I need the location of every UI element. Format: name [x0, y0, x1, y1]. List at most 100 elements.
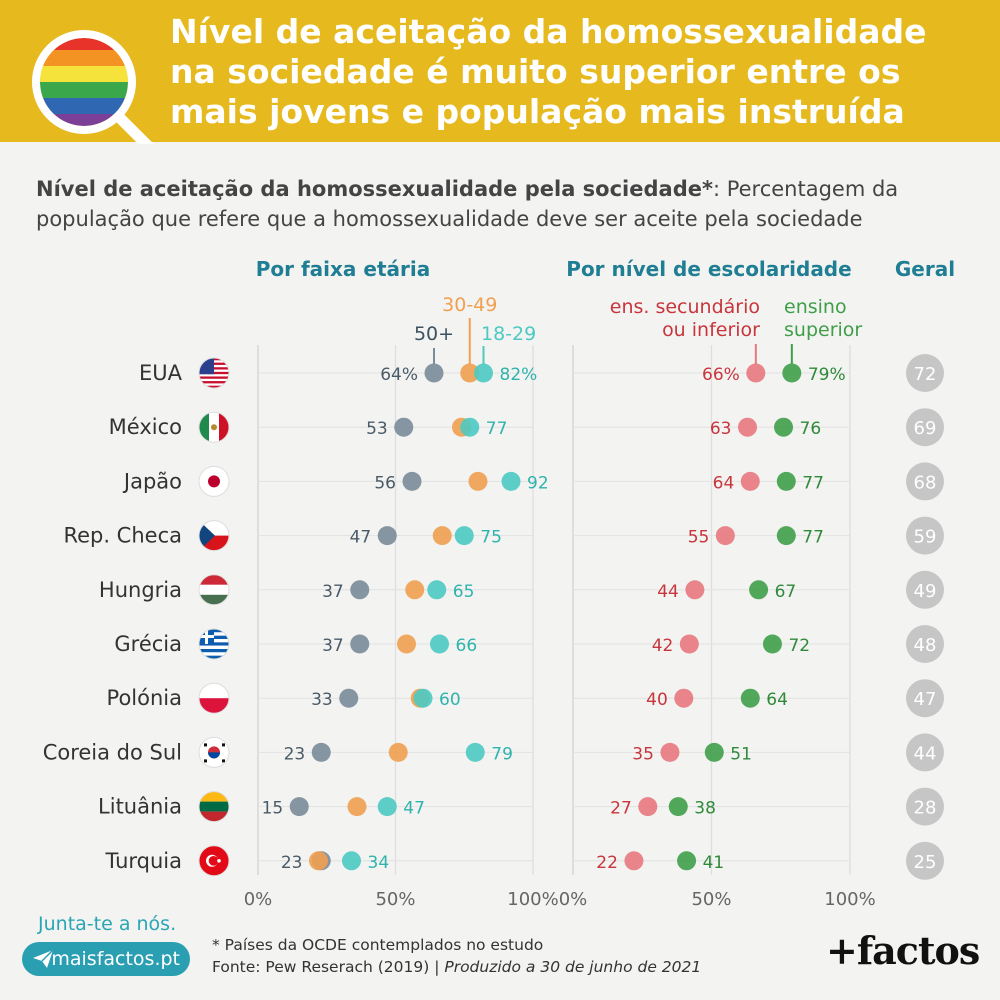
- country-label: Lituânia: [98, 795, 182, 819]
- hungary-flag-icon: [199, 574, 229, 605]
- value-label-high: 82%: [500, 365, 538, 385]
- value-label-high: 66: [456, 636, 478, 656]
- value-label-low: 66%: [702, 365, 740, 385]
- value-label-low: 44: [657, 582, 679, 602]
- turkey-flag-icon: [199, 845, 229, 876]
- flag-part: [199, 791, 229, 802]
- dot-edu-ensino-superior: [762, 634, 782, 654]
- flag-part: [199, 811, 229, 822]
- x-tick-label: 50%: [375, 889, 415, 910]
- dot-age-18-29: [454, 526, 474, 546]
- overall-circle: [906, 354, 944, 392]
- dot-edu-ens-secund-rio-ou-inferior: [685, 580, 705, 600]
- country-label: EUA: [139, 361, 183, 385]
- site-link-label: maisfactos.pt: [51, 948, 180, 970]
- flag-part: [222, 743, 225, 747]
- flag-part: [208, 752, 220, 759]
- value-label-high: 92: [527, 473, 549, 493]
- country-row: Grécia 37 66 42 72 48: [114, 625, 944, 663]
- flag-part: [199, 698, 229, 714]
- overall-value: 47: [914, 689, 937, 710]
- flag-part: [204, 759, 207, 763]
- dot-age-30-49: [468, 471, 488, 491]
- value-label-low: 47: [350, 528, 372, 548]
- value-label-low: 37: [322, 582, 344, 602]
- overall-value: 28: [914, 798, 937, 819]
- flag-border: [198, 357, 230, 389]
- dot-edu-ensino-superior: [668, 797, 688, 817]
- dot-age-30-49: [309, 851, 328, 871]
- overall-value: 49: [914, 581, 937, 602]
- country-row: Coreia do Sul 23 79 35 51 44: [43, 733, 944, 772]
- flag-part: [204, 743, 207, 747]
- czech-flag-icon: [199, 520, 229, 551]
- panel-title: Por nível de escolaridade: [566, 257, 851, 281]
- value-label-low: 15: [262, 799, 284, 819]
- value-label-low: 40: [646, 690, 668, 710]
- dot-age-50-: [311, 742, 331, 762]
- country-row: Rep. Checa 47 75 55 77 59: [63, 516, 944, 555]
- flag-border: [198, 791, 230, 823]
- flag-part: [199, 683, 229, 699]
- dot-edu-ensino-superior: [749, 580, 769, 600]
- dot-age-30-49: [347, 797, 367, 817]
- flag-part: [222, 759, 225, 763]
- flag-part: [199, 594, 229, 605]
- flag-border: [198, 520, 230, 552]
- value-label-high: 67: [775, 582, 797, 602]
- legend-age-30-49: 30-49: [442, 294, 497, 316]
- overall-value: 72: [914, 364, 937, 385]
- dot-edu-ens-secund-rio-ou-inferior: [740, 471, 760, 491]
- overall-value: 59: [914, 527, 937, 548]
- footnote-source: Fonte: Pew Reserach (2019) |: [212, 958, 445, 976]
- overall-circle: [906, 462, 944, 501]
- value-label-high: 60: [439, 690, 461, 710]
- subtitle-bold: Nível de aceitação da homossexualidade p…: [36, 177, 713, 201]
- value-label-high: 76: [800, 419, 822, 439]
- value-label-low: 22: [596, 853, 618, 873]
- country-label: Japão: [122, 469, 182, 493]
- value-label-high: 47: [403, 799, 425, 819]
- flag-part: [199, 801, 229, 812]
- flag-part: [199, 574, 229, 585]
- country-label: México: [109, 415, 182, 439]
- south-korea-flag-icon: [199, 737, 229, 768]
- dot-edu-ensino-superior: [740, 688, 760, 708]
- value-label-low: 53: [366, 419, 388, 439]
- legend-age-50plus: 50+: [414, 323, 454, 345]
- value-label-low: 23: [281, 853, 303, 873]
- country-row: México 53 77 63 76 69: [109, 408, 944, 447]
- dot-edu-ens-secund-rio-ou-inferior: [738, 417, 758, 437]
- legend-edu-high-line1: ensino: [784, 296, 847, 318]
- dot-age-18-29: [474, 363, 493, 383]
- country-label: Grécia: [114, 632, 182, 656]
- legend-edu-low-line2: ou inferior: [662, 319, 760, 341]
- flag-border: [198, 411, 230, 443]
- overall-value: 44: [914, 743, 937, 764]
- x-tick-label: 50%: [691, 889, 731, 910]
- overall-circle: [906, 733, 944, 772]
- overall-circle: [906, 787, 944, 826]
- value-label-low: 37: [322, 636, 344, 656]
- value-label-low: 55: [688, 528, 710, 548]
- dot-edu-ensino-superior: [776, 471, 796, 491]
- overall-value: 25: [914, 852, 937, 873]
- flag-part: [199, 520, 215, 551]
- country-row: Polónia 33 60 40 64 47: [107, 679, 944, 718]
- dot-age-30-49: [388, 742, 408, 762]
- japan-flag-icon: [199, 466, 229, 497]
- mexico-flag-icon: [199, 412, 229, 443]
- value-label-high: 75: [480, 528, 502, 548]
- overall-circle: [906, 408, 944, 447]
- panel-title: Por faixa etária: [256, 257, 430, 281]
- value-label-low: 33: [311, 690, 333, 710]
- paper-plane-icon: [33, 949, 54, 968]
- legend-edu-high-line2: superior: [784, 319, 862, 341]
- value-label-high: 64: [766, 690, 788, 710]
- dot-age-18-29: [465, 742, 485, 762]
- site-link-button[interactable]: maisfactos.pt: [22, 942, 190, 976]
- country-label: Rep. Checa: [63, 524, 182, 548]
- page-title: Nível de aceitação da homossexualidade n…: [170, 12, 927, 131]
- value-label-high: 72: [788, 636, 810, 656]
